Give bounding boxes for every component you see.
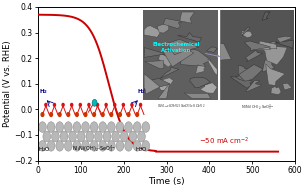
X-axis label: Time (s): Time (s) — [148, 177, 185, 186]
Text: $-50\ \mathrm{mA\ cm^{-2}}$: $-50\ \mathrm{mA\ cm^{-2}}$ — [199, 136, 250, 147]
Y-axis label: Potential (V vs. RHE): Potential (V vs. RHE) — [3, 40, 13, 127]
